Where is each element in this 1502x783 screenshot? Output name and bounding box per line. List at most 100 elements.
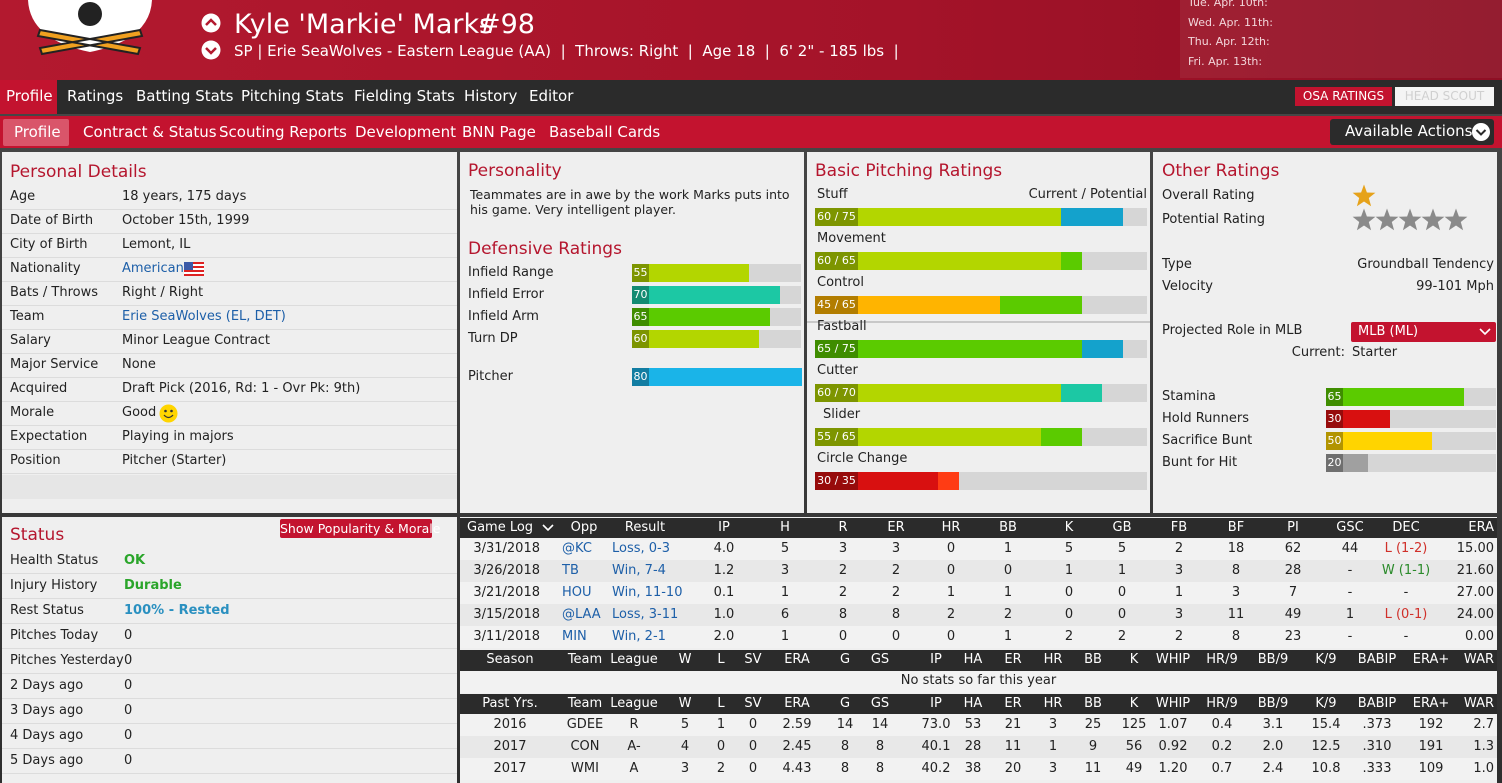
gamelog-chevron[interactable] — [541, 522, 555, 534]
potential-bar — [1061, 384, 1102, 402]
table-cell: 2.59 — [782, 717, 812, 732]
status-value: 0 — [124, 653, 133, 668]
detail-value[interactable]: Erie SeaWolves (EL, DET) — [122, 309, 286, 324]
status-value: 0 — [124, 703, 133, 718]
table-cell: Win, 11-10 — [612, 585, 683, 600]
row-separator — [2, 773, 457, 774]
sub-nav-item[interactable]: Scouting Reports — [219, 123, 347, 141]
main-nav-item[interactable]: Ratings — [67, 87, 124, 105]
table-cell: 2 — [891, 563, 901, 578]
table-cell: 21.60 — [1456, 563, 1494, 578]
main-nav-item[interactable]: Batting Stats — [136, 87, 234, 105]
down-button[interactable] — [201, 40, 221, 60]
rating-bar — [1326, 410, 1390, 428]
column-header: ER — [1004, 652, 1022, 667]
table-cell: 0 — [946, 563, 956, 578]
sub-nav-item[interactable]: BNN Page — [462, 123, 536, 141]
rating-value: 30 — [1326, 410, 1343, 428]
column-header: HR — [1043, 652, 1063, 667]
column-header: H — [780, 520, 790, 535]
osa-toggle[interactable]: OSA RATINGS — [1295, 87, 1392, 106]
actions-label[interactable]: Available Actions — [1345, 122, 1473, 140]
table-cell: 5 — [1117, 541, 1127, 556]
table-cell: 11 — [1227, 607, 1245, 622]
table-cell: 1.07 — [1158, 717, 1188, 732]
table-cell: 2.0 — [1262, 739, 1284, 754]
role-value[interactable]: MLB (ML) — [1358, 324, 1419, 339]
rating-value: 55 — [632, 264, 649, 282]
table-cell: 2 — [1174, 541, 1184, 556]
column-header: IP — [718, 520, 730, 535]
table-cell: 3 — [1048, 717, 1058, 732]
table-cell: .373 — [1362, 717, 1392, 732]
table-cell: 3 — [1174, 607, 1184, 622]
table-cell: 3 — [780, 563, 790, 578]
table-cell: 3.1 — [1262, 717, 1284, 732]
detail-label: Salary — [10, 333, 51, 348]
role-chevron — [1479, 328, 1491, 336]
row-separator — [2, 329, 457, 330]
column-header: Team — [567, 696, 603, 711]
table-cell: 27.00 — [1456, 585, 1494, 600]
table-cell: 56 — [1125, 739, 1143, 754]
panel-title: Personal Details — [10, 162, 147, 182]
status-label: 3 Days ago — [10, 703, 84, 718]
main-nav-item[interactable]: Pitching Stats — [241, 87, 344, 105]
main-nav-item[interactable]: History — [464, 87, 518, 105]
table-cell: 3/26/2018 — [473, 563, 540, 578]
column-header: ER — [1004, 696, 1022, 711]
player-info: SP | Erie SeaWolves - Eastern League (AA… — [234, 42, 899, 60]
column-header: League — [610, 696, 658, 711]
table-cell: 1 — [1048, 739, 1058, 754]
table-cell: 0.1 — [713, 585, 735, 600]
column-header: HR — [1043, 696, 1063, 711]
potential-star — [1421, 208, 1445, 231]
potential-bar — [1061, 252, 1082, 270]
scout-toggle[interactable]: HEAD SCOUT — [1395, 87, 1494, 106]
table-cell: 0.2 — [1211, 739, 1233, 754]
rating-value: 80 — [632, 368, 649, 386]
table-cell: 2 — [716, 761, 726, 776]
table-cell: 2017 — [493, 761, 527, 776]
table-header — [460, 518, 1497, 539]
sub-nav-item[interactable]: Development — [355, 123, 456, 141]
column-header: HR — [941, 520, 961, 535]
row-separator — [2, 573, 457, 574]
table-cell: 1 — [1003, 541, 1013, 556]
column-header: WHIP — [1155, 652, 1191, 667]
sub-nav-item[interactable]: Baseball Cards — [549, 123, 661, 141]
table-cell: HOU — [562, 585, 592, 600]
table-cell: 2 — [838, 585, 848, 600]
detail-value: October 15th, 1999 — [122, 213, 250, 228]
table-cell: @KC — [562, 541, 592, 556]
column-header: G — [839, 696, 851, 711]
date-label: Fri. Apr. 13th: — [1188, 54, 1263, 68]
table-cell: 15.4 — [1311, 717, 1341, 732]
sub-nav-item[interactable]: Contract & Status — [83, 123, 217, 141]
up-button[interactable] — [201, 13, 221, 33]
row-separator — [2, 425, 457, 426]
table-cell: 2 — [1117, 629, 1127, 644]
main-nav-item[interactable]: Profile — [6, 87, 53, 105]
main-nav-item[interactable]: Editor — [529, 87, 574, 105]
sub-nav-item[interactable]: Profile — [14, 123, 61, 141]
column-header: ERA — [784, 696, 810, 711]
main-nav-item[interactable]: Fielding Stats — [354, 87, 455, 105]
morale-icon — [159, 404, 178, 423]
status-label: 5 Days ago — [10, 753, 84, 768]
rating-label: Infield Arm — [468, 309, 539, 324]
bar-track — [1326, 454, 1496, 472]
status-value: 0 — [124, 678, 133, 693]
popularity-button[interactable]: Show Popularity & Morale — [280, 519, 441, 538]
column-header: WAR — [1463, 652, 1494, 667]
detail-value: Lemont, IL — [122, 237, 191, 252]
potential-star — [1375, 208, 1399, 231]
column-header: BB/9 — [1257, 652, 1289, 667]
table-cell: 5 — [680, 717, 690, 732]
detail-label: Acquired — [10, 381, 68, 396]
player-name: Kyle 'Markie' Marks — [234, 9, 494, 40]
rating-bar — [632, 330, 760, 348]
rating-value: 70 — [632, 286, 649, 304]
detail-value: Pitcher (Starter) — [122, 453, 227, 468]
detail-value[interactable]: American — [122, 261, 184, 276]
